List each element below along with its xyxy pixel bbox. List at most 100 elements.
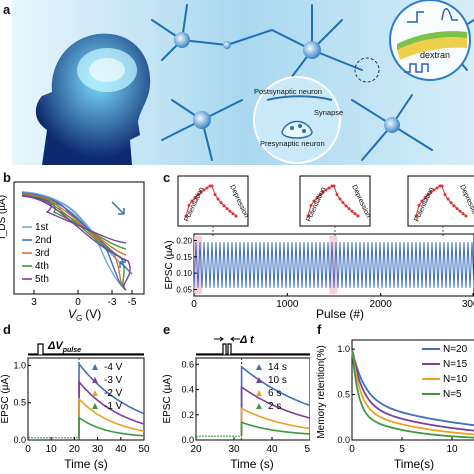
chart-c-inset-point	[190, 199, 194, 203]
arrow-backward-icon	[119, 261, 133, 275]
panel-label-a: a	[3, 2, 11, 17]
chart-c-inset-point	[225, 207, 229, 211]
chart-c-inset-point	[420, 199, 424, 203]
chart-b-xtick-label: 3	[31, 297, 37, 308]
chart-f-xtick-label: 0	[349, 444, 355, 455]
chart-c-inset-point	[187, 203, 191, 207]
postsynaptic-label: Postsynaptic neuron	[254, 87, 322, 96]
chart-f-ytick-label: 0.5	[337, 390, 350, 400]
chart-e-xtick-label: 50	[304, 444, 310, 455]
chart-f-xtick-label: 10	[446, 444, 458, 455]
panel-label-f: f	[317, 322, 322, 337]
chart-c-inset-point	[440, 184, 444, 188]
chart-f-legend-label-2: N=15	[443, 359, 468, 370]
chart-d-xtick-label: 0	[25, 444, 31, 455]
chart-c-inset-point	[464, 214, 468, 218]
presynaptic-label: Presynaptic neuron	[260, 139, 325, 148]
arrow-forward-icon	[111, 201, 125, 215]
chart-b-xtick-label: 0	[75, 297, 81, 308]
chart-c-inset-point	[353, 212, 357, 216]
chart-d-ytick-label: 1.0	[13, 360, 26, 370]
chart-d-ytick-label: 0.0	[13, 435, 26, 445]
chart-c-inset-point	[324, 188, 328, 192]
chart-f-ylabel: Memory retention(%)	[316, 345, 327, 438]
chart-f-legend-label-1: N=20	[443, 344, 468, 355]
chart-c-inset-point	[196, 193, 200, 197]
panel-label-b: b	[3, 170, 11, 185]
chart-f-legend-label-4: N=5	[443, 389, 462, 400]
chart-d-curve-2	[78, 379, 145, 438]
chart-d: ΔVpulse -4 V -3 V -2 V -1 V 0.0 0.5 1.0 0 10 20…	[0, 340, 150, 471]
chart-c-inset-point	[216, 197, 220, 201]
chart-c-inset-point	[315, 196, 319, 200]
chart-e-ytick-label: 0.0	[181, 435, 194, 445]
chart-c-epsc-trace	[193, 242, 474, 288]
chart-c-inset-point	[184, 214, 188, 218]
chart-f-curve-3	[351, 348, 474, 436]
chart-f-ytick-label: 1.0	[337, 344, 350, 354]
chart-d-xtick-label: 40	[115, 444, 127, 455]
chart-d-pulse-label: ΔVpulse	[47, 340, 81, 354]
chart-e-curve-4	[240, 421, 310, 437]
chart-c-inset-point	[458, 209, 462, 213]
chart-e-legend-label-4: 2 s	[268, 401, 281, 412]
chart-c-inset-point	[461, 212, 465, 216]
chart-c-inset-point	[228, 209, 232, 213]
chart-c-inset-point	[423, 196, 427, 200]
chart-c-inset-point	[344, 204, 348, 208]
chart-f-frame	[351, 339, 474, 441]
chart-c-inset-point	[205, 186, 209, 190]
chart-e-interval-arrows	[214, 336, 240, 342]
chart-d-legend-label-1: -4 V	[104, 362, 123, 373]
chart-c-inset-point	[234, 214, 238, 218]
chart-c-inset-2	[299, 175, 371, 227]
chart-c-inset-point	[341, 201, 345, 205]
chart-c-inset-point	[321, 190, 325, 194]
chart-e-curve-3	[240, 407, 310, 437]
chart-d-legend-label-4: -1 V	[104, 401, 123, 412]
chart-d-xtick-label: 10	[46, 444, 58, 455]
chart-e-ytick-label: 0.2	[181, 410, 194, 420]
chart-c-ytick-label: 0.20	[176, 237, 192, 246]
chart-b-xtick-label: -5	[128, 297, 137, 308]
chart-c-inset-point	[429, 190, 433, 194]
chart-f: N=20 N=15 N=10 N=5 0.0 0.5 1.0 0 5 10 Memory re…	[316, 339, 474, 471]
chart-c-inset-point	[231, 212, 235, 216]
chart-b-sweep-reverse-5	[21, 195, 127, 244]
chart-e-ylabel: EPSC (µA)	[162, 374, 173, 423]
chart-d-pulse-shape	[28, 343, 144, 355]
chart-c-inset-point	[306, 214, 310, 218]
chart-c-inset-point	[432, 188, 436, 192]
chart-c-ytick-label: 0.15	[176, 253, 192, 262]
chart-d-legend-marker-3	[92, 390, 98, 396]
chart-b-sweep-reverse-3	[21, 193, 127, 256]
chart-b-xtick-label: -3	[108, 297, 117, 308]
chart-e-legend-marker-4	[256, 403, 262, 409]
chart-b-legend-label-3: 3rd	[35, 248, 49, 259]
chart-e-xtick-label: 20	[190, 444, 202, 455]
chart-c-inset-point	[455, 207, 459, 211]
chart-e-frame	[195, 357, 310, 441]
chart-c-inset-point	[318, 193, 322, 197]
chart-d-curve-1	[78, 361, 145, 438]
chart-b-sweep-reverse-1	[21, 191, 127, 268]
chart-e-legend-label-1: 14 s	[268, 362, 287, 373]
chart-c-inset-point	[443, 193, 447, 197]
chart-b-legend-label-1: 1st	[35, 222, 49, 233]
chart-c-inset-point	[199, 190, 203, 194]
chart-c-xtick-label: 1000	[276, 299, 299, 310]
chart-c-inset-point	[426, 193, 430, 197]
chart-e-pulse-shape	[196, 343, 310, 355]
chart-c-inset-point	[446, 197, 450, 201]
panel-a-illustration: dextran Postsynaptic neuron Synapse Pres…	[12, 0, 474, 165]
panel-label-d: d	[3, 322, 11, 337]
chart-e-legend-marker-1	[256, 364, 262, 370]
chart-d-frame	[27, 357, 145, 441]
chart-c-inset-point	[219, 201, 223, 205]
chart-e-legend-label-3: 6 s	[268, 388, 281, 399]
chart-b-sweep-forward-5	[21, 195, 131, 291]
chart-c-inset-point	[449, 201, 453, 205]
chart-b-legend-label-2: 2nd	[35, 235, 52, 246]
chart-d-ytick-label: 0.5	[13, 398, 26, 408]
chart-c-inset-point	[452, 204, 456, 208]
